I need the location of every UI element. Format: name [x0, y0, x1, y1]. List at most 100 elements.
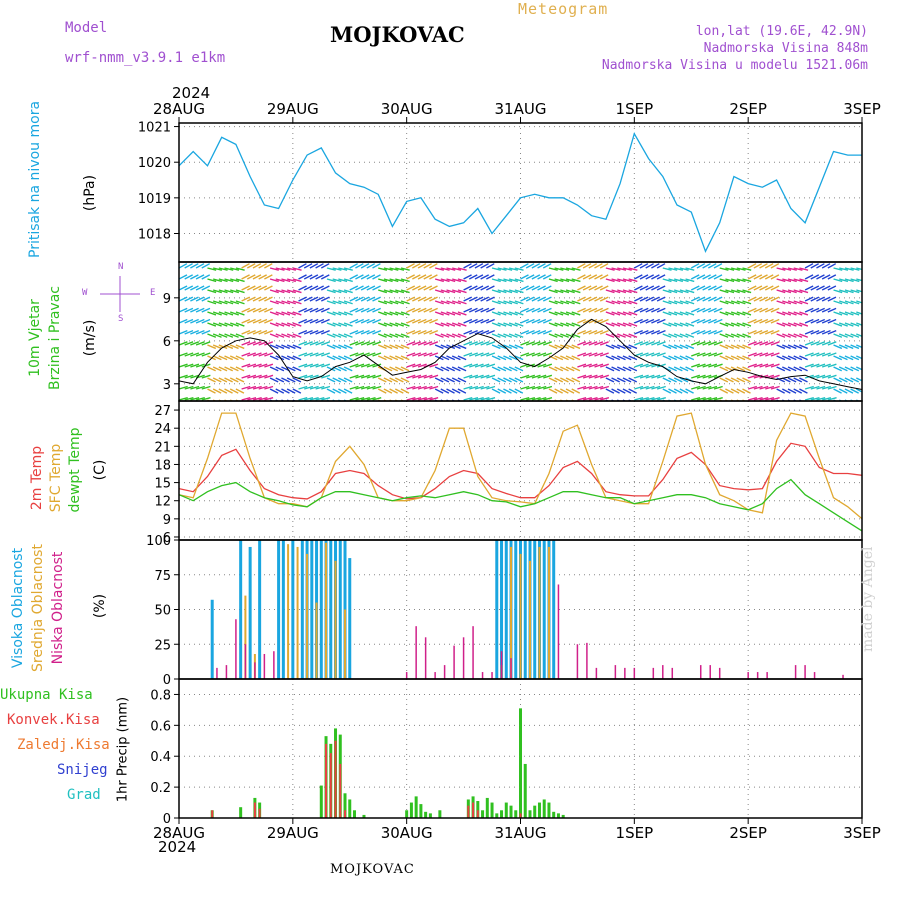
wind-barb-mark	[229, 344, 239, 350]
wind-barb-mark	[429, 296, 438, 302]
wind-barb-mark	[309, 374, 319, 379]
wind-barb-mark	[799, 377, 808, 383]
wind-barb-mark	[332, 267, 342, 271]
x-tick-label-bottom: 30AUG	[381, 824, 433, 842]
x-tick-label-bottom: 31AUG	[495, 824, 547, 842]
wind-barb-mark	[696, 296, 706, 302]
wind-barb-mark	[776, 388, 785, 394]
wind-barb-mark	[543, 374, 553, 379]
wind-barb-mark	[264, 341, 274, 346]
wind-barb-mark	[565, 289, 575, 294]
wind-barb-mark	[770, 285, 780, 291]
wind-barb-mark	[423, 285, 433, 291]
wind-barb-mark	[708, 397, 718, 401]
wind-barb-mark	[281, 267, 291, 271]
wind-barb-mark	[787, 366, 797, 372]
wind-barb-mark	[412, 385, 422, 390]
wind-barb-mark	[349, 263, 358, 269]
wind-barb-mark	[286, 377, 296, 383]
cloud-low-bar	[718, 667, 721, 679]
wind-barb-mark	[355, 285, 364, 291]
wind-barb-mark	[628, 300, 638, 305]
wind-barb-mark	[383, 377, 393, 383]
cloud-low-bar	[405, 672, 408, 679]
wind-barb-mark	[543, 330, 552, 335]
wind-barb-mark	[622, 322, 632, 327]
wind-barb-mark	[708, 341, 717, 346]
wind-barb-mark	[599, 385, 610, 390]
wind-barb-mark	[764, 296, 774, 302]
wind-barb-mark	[827, 397, 837, 401]
wind-barb-mark	[241, 385, 251, 390]
cloud-high-bar	[552, 540, 556, 679]
wind-barb-mark	[292, 289, 302, 294]
wind-barb-mark	[804, 274, 814, 280]
wind-barb-mark	[679, 355, 689, 361]
wind-barb-mark	[542, 263, 552, 269]
wind-barb-mark	[491, 388, 501, 394]
wind-barb-mark	[491, 267, 501, 271]
wind-barb-mark	[645, 397, 655, 401]
wind-barb-mark	[730, 355, 740, 361]
precip-total-bar	[348, 799, 352, 818]
wind-barb-mark	[179, 318, 188, 324]
wind-barb-mark	[207, 289, 217, 294]
wind-barb-mark	[810, 397, 820, 401]
y-tick-label: 9	[163, 513, 171, 528]
wind-barb-mark	[429, 341, 439, 346]
y-tick-label: 6	[163, 531, 171, 546]
wind-barb-mark	[275, 366, 285, 372]
wind-barb-mark	[179, 330, 188, 335]
wind-barb-mark	[503, 366, 512, 372]
wind-barb-mark	[599, 263, 609, 269]
wind-barb-mark	[423, 397, 433, 401]
wind-barb-mark	[634, 363, 644, 368]
wind-barb-mark	[753, 285, 763, 291]
wind-barb-mark	[833, 322, 843, 327]
wind-barb-mark	[696, 352, 706, 357]
wind-barb-mark	[565, 267, 575, 271]
wind-barb-mark	[679, 311, 689, 316]
wind-barb-mark	[360, 397, 371, 401]
wind-barb-mark	[617, 267, 627, 271]
wind-barb-mark	[770, 341, 780, 346]
wind-barb-mark	[799, 344, 808, 350]
wind-barb-mark	[827, 363, 837, 368]
cloud-low-bar	[235, 619, 237, 679]
wind-barb-mark	[816, 285, 825, 291]
wind-barb-mark	[383, 344, 393, 350]
wind-barb-mark	[816, 330, 826, 335]
wind-barb-mark	[856, 322, 862, 326]
precip-total-bar	[409, 802, 413, 818]
precip-total-bar	[362, 814, 366, 818]
wind-barb-mark	[673, 311, 683, 316]
wind-barb-mark	[434, 388, 444, 394]
y-tick-label: 0	[163, 812, 171, 827]
wind-barb-mark	[525, 296, 535, 302]
wind-barb-mark	[565, 355, 575, 361]
wind-barb-mark	[594, 397, 604, 401]
wind-barb-mark	[599, 363, 609, 368]
wind-barb-mark	[400, 289, 410, 294]
wind-barb-mark	[617, 322, 626, 327]
wind-barb-mark	[856, 278, 862, 282]
wind-barb-mark	[338, 278, 348, 283]
wind-barb-mark	[417, 274, 427, 280]
wind-barb-mark	[856, 355, 862, 360]
wind-barb-mark	[207, 322, 217, 327]
wind-barb-mark	[474, 341, 484, 346]
wind-barb-mark	[548, 311, 558, 316]
wind-barb-mark	[696, 274, 706, 280]
wind-barb-mark	[702, 385, 712, 390]
wind-barb-mark	[531, 374, 541, 379]
wind-barb-mark	[770, 296, 780, 302]
wind-barb-mark	[668, 300, 678, 305]
wind-barb-mark	[338, 388, 347, 394]
wind-barb-mark	[349, 363, 359, 368]
wind-barb-mark	[816, 385, 826, 390]
wind-barb-mark	[514, 355, 524, 361]
wind-barb-mark	[708, 374, 718, 379]
wind-barb-mark	[412, 274, 421, 280]
wind-barb-mark	[816, 274, 825, 280]
wind-barb-mark	[247, 307, 256, 313]
